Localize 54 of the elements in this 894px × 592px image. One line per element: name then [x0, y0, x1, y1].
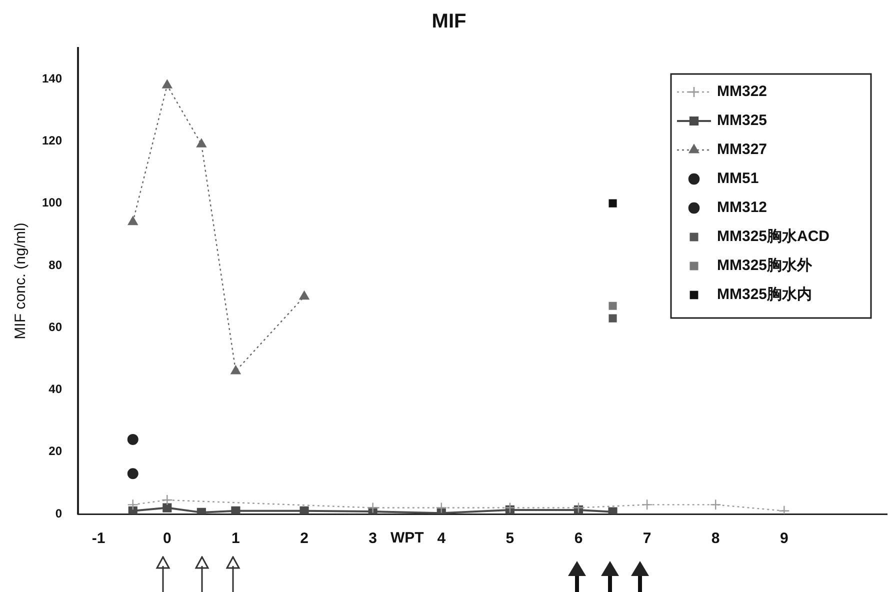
x-tick-label: 4	[437, 530, 446, 548]
y-tick-label: 100	[42, 196, 62, 210]
point	[608, 199, 617, 208]
point	[710, 499, 722, 510]
point	[127, 499, 138, 510]
legend-label: MM325	[717, 112, 768, 130]
point	[128, 506, 138, 514]
y-tick-label: 120	[42, 134, 62, 148]
point	[572, 502, 584, 514]
legend-label: MM322	[717, 83, 768, 100]
legend-label: MM325胸水ACD	[717, 228, 830, 246]
point	[231, 506, 240, 514]
x-axis-title: WPT	[390, 530, 424, 547]
point	[608, 507, 618, 514]
point	[127, 468, 138, 480]
y-tick-label: 140	[42, 71, 62, 86]
point	[127, 434, 138, 445]
y-tick-label: 20	[48, 444, 62, 458]
point	[128, 216, 138, 226]
point	[641, 499, 653, 510]
y-axis-title: MIF conc. (ng/ml)	[12, 222, 30, 340]
x-tick-label: 9	[780, 530, 788, 548]
legend-label: MM327	[717, 141, 768, 158]
x-tick-label: 6	[574, 530, 583, 548]
point	[162, 503, 172, 512]
point	[608, 314, 617, 322]
point	[162, 494, 173, 506]
point	[196, 138, 206, 148]
x-tick-label: -1	[92, 530, 106, 548]
point	[367, 502, 378, 514]
point	[436, 502, 447, 514]
x-tick-label: 5	[506, 530, 514, 548]
legend-label: MM51	[717, 170, 759, 188]
y-tick-label: 80	[48, 258, 62, 272]
x-tick-label: 2	[300, 530, 308, 548]
x-tick-label: 8	[711, 530, 720, 548]
point	[608, 302, 617, 310]
point	[778, 505, 790, 514]
point	[162, 80, 172, 88]
x-tick-label: 1	[232, 530, 240, 548]
point	[300, 506, 309, 514]
legend-label: MM325胸水内	[717, 286, 812, 304]
point	[299, 290, 310, 300]
x-tick-label: 3	[368, 530, 377, 548]
legend-label: MM312	[717, 199, 768, 216]
point	[504, 502, 516, 514]
y-tick-label: 60	[48, 320, 62, 334]
chart-title: MIF	[432, 10, 466, 33]
y-tick-label: 40	[48, 382, 62, 396]
x-tick-label: 7	[642, 530, 652, 548]
y-tick-label: 0	[55, 506, 62, 520]
x-tick-label: 0	[162, 530, 172, 548]
point	[230, 365, 241, 374]
legend-label: MM325胸水外	[717, 257, 814, 274]
